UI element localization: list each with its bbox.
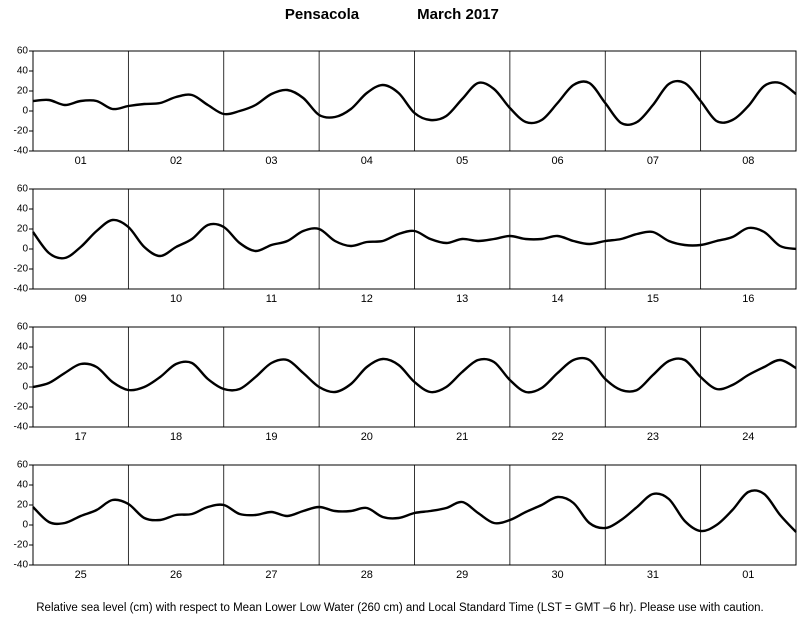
- tide-line: [32, 489, 797, 533]
- x-tick-label: 04: [361, 155, 373, 167]
- x-tick-label: 07: [647, 155, 659, 167]
- y-tick-label: 40: [17, 66, 29, 77]
- x-tick-label: 08: [742, 155, 754, 167]
- y-tick-label: -20: [14, 126, 29, 137]
- x-tick-label: 13: [456, 293, 468, 305]
- y-tick-label: 60: [17, 322, 29, 333]
- y-tick-label: 20: [17, 224, 29, 235]
- x-tick-label: 16: [742, 293, 754, 305]
- y-tick-label: 60: [17, 460, 29, 471]
- x-tick-label: 18: [170, 431, 182, 443]
- y-tick-label: 0: [22, 106, 28, 117]
- x-tick-label: 12: [361, 293, 373, 305]
- y-tick-label: -40: [14, 560, 29, 571]
- y-tick-label: -40: [14, 146, 29, 157]
- y-tick-label: -20: [14, 540, 29, 551]
- x-tick-label: 29: [456, 569, 468, 581]
- x-tick-label: 15: [647, 293, 659, 305]
- x-tick-label: 19: [265, 431, 277, 443]
- y-tick-label: 20: [17, 86, 29, 97]
- x-tick-label: 03: [265, 155, 277, 167]
- x-tick-label: 23: [647, 431, 659, 443]
- x-tick-label: 30: [551, 569, 563, 581]
- x-tick-label: 21: [456, 431, 468, 443]
- x-tick-label: 02: [170, 155, 182, 167]
- y-tick-label: -40: [14, 284, 29, 295]
- title: Pensacola: [285, 6, 360, 23]
- y-tick-label: 20: [17, 500, 29, 511]
- x-tick-label: 01: [75, 155, 87, 167]
- subtitle: March 2017: [417, 6, 499, 23]
- x-tick-label: 24: [742, 431, 754, 443]
- x-tick-label: 14: [551, 293, 563, 305]
- y-tick-label: 60: [17, 184, 29, 195]
- tide-line: [32, 79, 797, 127]
- footnote: Relative sea level (cm) with respect to …: [36, 602, 763, 614]
- y-tick-label: 20: [17, 362, 29, 373]
- y-tick-label: 40: [17, 342, 29, 353]
- x-tick-label: 31: [647, 569, 659, 581]
- y-tick-label: 0: [22, 382, 28, 393]
- y-tick-label: 0: [22, 244, 28, 255]
- x-tick-label: 26: [170, 569, 182, 581]
- y-tick-label: 0: [22, 520, 28, 531]
- y-tick-label: 40: [17, 480, 29, 491]
- x-tick-label: 17: [75, 431, 87, 443]
- x-tick-label: 09: [75, 293, 87, 305]
- y-tick-label: 60: [17, 46, 29, 57]
- x-tick-label: 25: [75, 569, 87, 581]
- x-tick-label: 06: [551, 155, 563, 167]
- y-tick-label: 40: [17, 204, 29, 215]
- x-tick-label: 20: [361, 431, 373, 443]
- x-tick-label: 05: [456, 155, 468, 167]
- x-tick-label: 11: [266, 293, 277, 305]
- y-tick-label: -20: [14, 264, 29, 275]
- x-tick-label: 10: [170, 293, 182, 305]
- x-tick-label: 22: [551, 431, 563, 443]
- tide-line: [32, 356, 797, 394]
- y-tick-label: -40: [14, 422, 29, 433]
- x-tick-label: 01: [742, 569, 754, 581]
- x-tick-label: 27: [265, 569, 277, 581]
- y-tick-label: -20: [14, 402, 29, 413]
- x-tick-label: 28: [361, 569, 373, 581]
- tide-line: [32, 218, 797, 260]
